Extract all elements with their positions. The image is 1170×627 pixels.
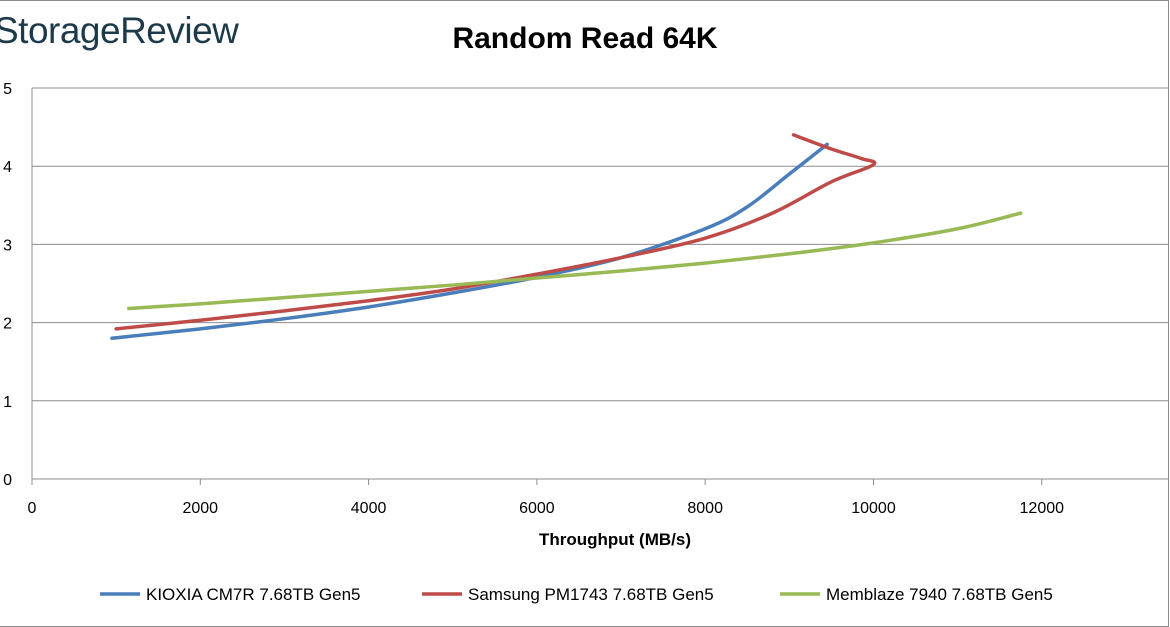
x-tick-label: 4000 [351,500,387,517]
x-tick-labels: 0 2000 4000 6000 8000 10000 12000 [28,479,1065,517]
y-tick-label: 0 [3,472,12,489]
x-tick-label: 2000 [182,500,218,517]
legend-label-0: KIOXIA CM7R 7.68TB Gen5 [146,585,360,604]
legend: KIOXIA CM7R 7.68TB Gen5 Samsung PM1743 7.… [100,585,1053,604]
x-tick-label: 0 [28,500,37,517]
storagereview-logo: StorageReview [0,10,239,51]
y-tick-labels: 0 1 2 3 4 5 [3,81,12,489]
y-tick-label: 2 [3,316,12,333]
chart-title: Random Read 64K [452,22,718,55]
x-tick-label: 10000 [851,500,896,517]
x-tick-label: 8000 [687,500,723,517]
x-tick-label: 12000 [1020,500,1065,517]
axes [31,88,1168,480]
y-tick-label: 4 [3,159,12,176]
y-tick-label: 1 [3,394,12,411]
series-line-1 [114,133,877,331]
x-axis-title: Throughput (MB/s) [539,530,691,549]
legend-label-1: Samsung PM1743 7.68TB Gen5 [468,585,714,604]
series-line-2 [127,211,1023,311]
y-tick-label: 5 [3,81,12,98]
grid-lines [32,87,1168,402]
y-tick-label: 3 [3,237,12,254]
series-lines [110,133,1023,340]
x-tick-label: 6000 [519,500,555,517]
series-line-0 [110,142,829,340]
legend-label-2: Memblaze 7940 7.68TB Gen5 [826,585,1053,604]
